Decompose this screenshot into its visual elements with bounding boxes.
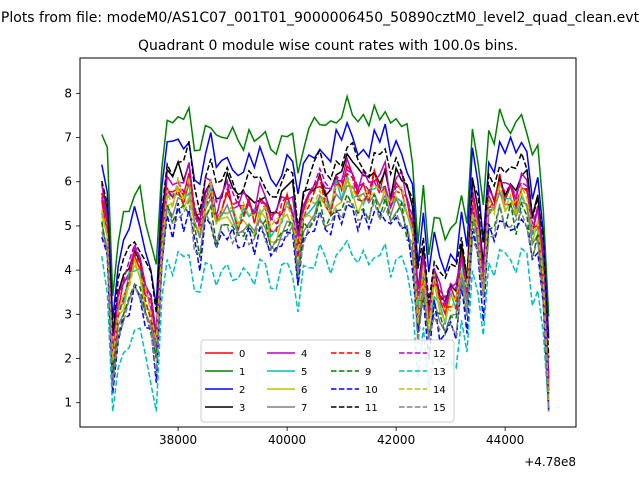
legend-label-11: 11 [365, 403, 378, 414]
x-axis: 38000 40000 42000 44000 [159, 427, 524, 447]
suptitle: Plots from file: modeM0/AS1C07_001T01_90… [1, 10, 640, 26]
legend-label-6: 6 [301, 385, 307, 396]
x-offset-label: +4.78e8 [524, 455, 576, 469]
legend-label-8: 8 [365, 349, 371, 360]
legend-label-13: 13 [433, 367, 446, 378]
x-tick-label: 42000 [377, 433, 415, 447]
legend-label-12: 12 [433, 349, 446, 360]
series-line-14 [101, 177, 550, 402]
legend-label-7: 7 [301, 403, 307, 414]
x-tick-label: 40000 [268, 433, 306, 447]
series-line-11 [101, 141, 550, 358]
legend-label-5: 5 [301, 367, 307, 378]
series-line-15 [101, 198, 550, 412]
y-tick-label: 8 [64, 86, 72, 100]
legend-label-1: 1 [239, 367, 245, 378]
series-line-1 [101, 93, 550, 317]
y-tick-label: 1 [64, 396, 72, 410]
y-tick-label: 3 [64, 307, 72, 321]
y-tick-label: 2 [64, 352, 72, 366]
plot-frame [79, 57, 577, 428]
series-line-4 [101, 156, 550, 392]
legend-label-10: 10 [365, 385, 378, 396]
series-layer [101, 93, 550, 412]
x-tick-label: 44000 [486, 433, 524, 447]
legend-label-14: 14 [433, 385, 446, 396]
y-tick-label: 5 [64, 219, 72, 233]
y-axis: 1 2 3 4 5 6 7 8 [64, 86, 80, 410]
legend-label-4: 4 [301, 349, 307, 360]
series-line-2 [101, 120, 550, 339]
x-tick-label: 38000 [159, 433, 197, 447]
legend-label-9: 9 [365, 367, 371, 378]
legend-label-3: 3 [239, 403, 245, 414]
legend-label-0: 0 [239, 349, 245, 360]
series-line-10 [101, 202, 550, 412]
y-tick-label: 7 [64, 131, 72, 145]
y-tick-label: 4 [64, 263, 72, 277]
chart-title: Quadrant 0 module wise count rates with … [138, 38, 518, 54]
series-line-13 [101, 239, 550, 412]
legend-label-2: 2 [239, 385, 245, 396]
legend-label-15: 15 [433, 403, 446, 414]
y-tick-label: 6 [64, 175, 72, 189]
legend-frame [200, 339, 455, 423]
